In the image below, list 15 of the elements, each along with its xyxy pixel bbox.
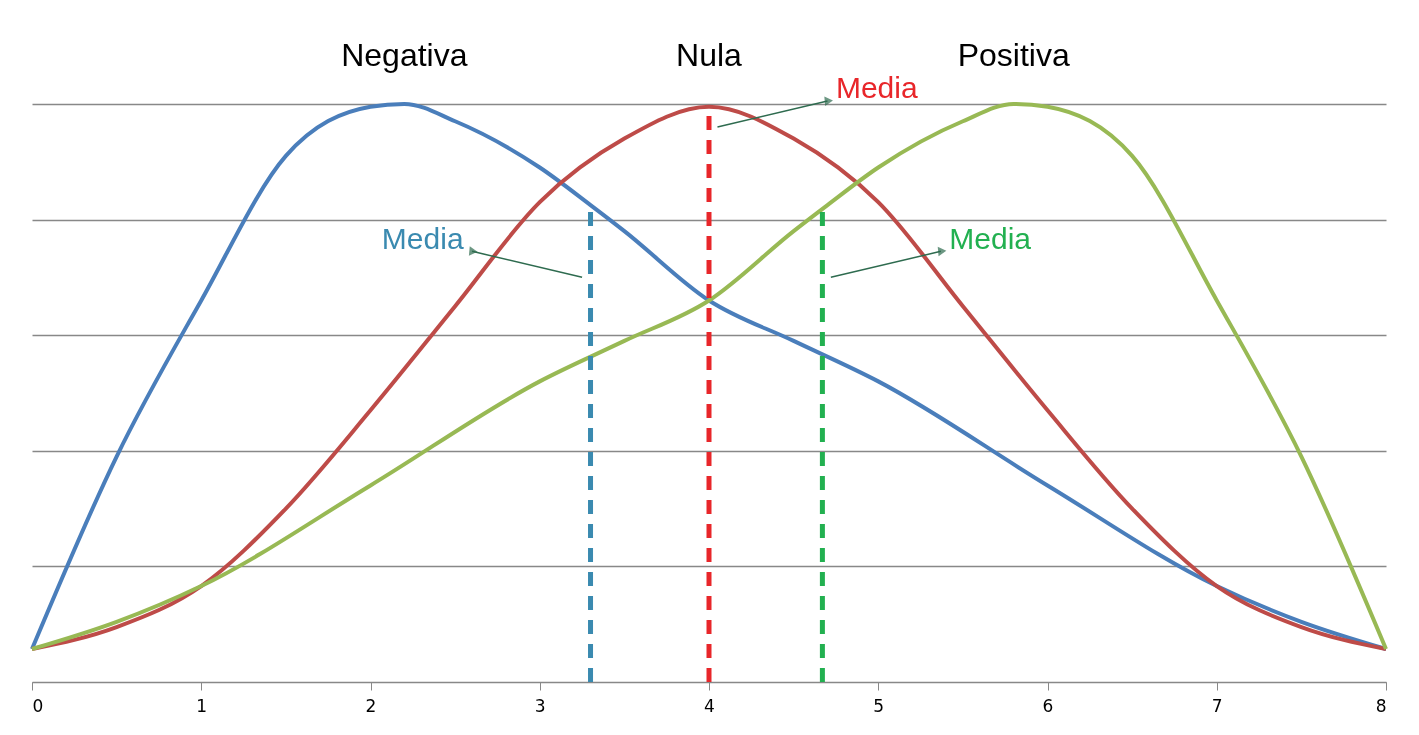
series-label: Positiva: [957, 37, 1070, 73]
x-tick-label: 1: [196, 695, 208, 716]
x-tick-label: 2: [365, 695, 377, 716]
annotation: Media: [835, 71, 918, 105]
x-tick-label: 5: [873, 695, 885, 716]
x-tick-label: 4: [704, 695, 715, 716]
x-tick-label: 8: [1375, 695, 1387, 716]
x-tick-label: 6: [1042, 695, 1054, 716]
x-tick-label: 0: [32, 695, 44, 716]
x-tick-label: 3: [534, 695, 546, 716]
series-label: Nula: [676, 37, 743, 73]
x-tick-label: 7: [1211, 695, 1223, 716]
annotation: Media: [949, 221, 1032, 255]
annotation: Media: [381, 221, 464, 255]
series-label: Negativa: [341, 37, 468, 73]
